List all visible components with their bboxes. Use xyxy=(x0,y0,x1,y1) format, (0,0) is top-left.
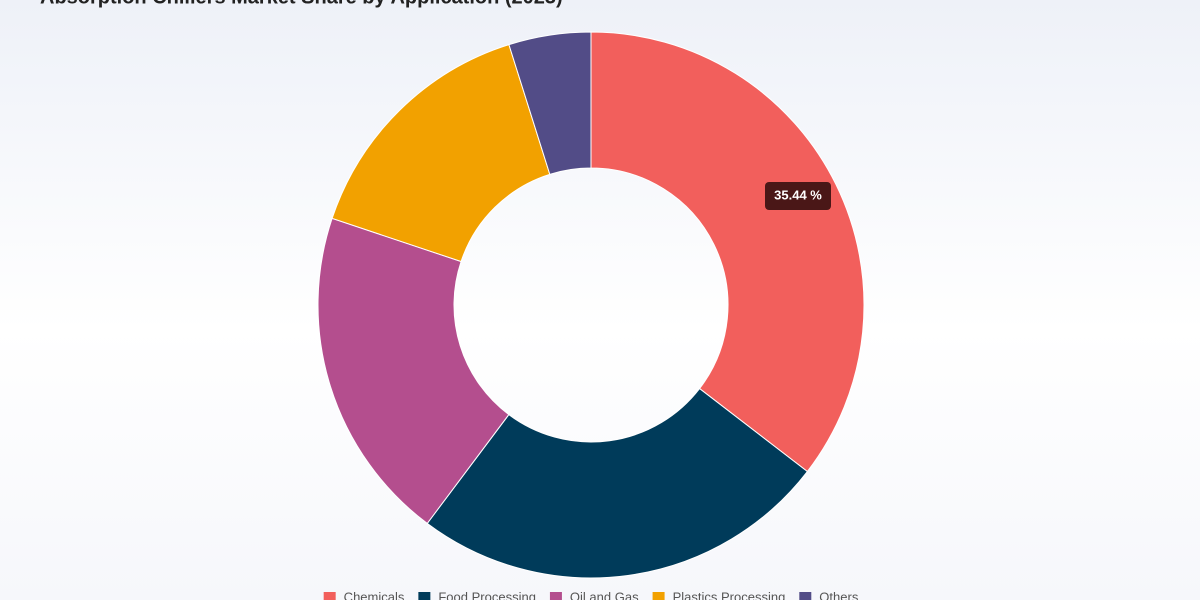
legend-label: Plastics Processing xyxy=(673,589,786,600)
tooltip: 35.44 % xyxy=(765,182,831,210)
legend-label: Chemicals xyxy=(344,589,405,600)
donut-slice xyxy=(426,387,809,579)
legend-swatch xyxy=(418,592,431,600)
legend-swatch xyxy=(549,592,562,600)
legend-label: Food Processing xyxy=(438,589,536,600)
donut-slice xyxy=(508,31,592,175)
legend-swatch xyxy=(652,592,665,600)
donut-slice xyxy=(331,44,551,263)
legend-swatch xyxy=(799,592,812,600)
legend-swatch xyxy=(323,592,336,600)
legend-label: Others xyxy=(819,589,859,600)
tooltip-box xyxy=(765,182,831,210)
legend-label: Oil and Gas xyxy=(570,589,639,600)
donut-slice xyxy=(317,217,510,525)
donut-slice xyxy=(590,31,865,473)
data-label: 35.44 % xyxy=(774,187,822,202)
chart-title: Absorption Chillers Market Share by Appl… xyxy=(40,0,563,8)
legend: Chemicals Food Processing Oil and Gas Plast… xyxy=(323,589,859,600)
